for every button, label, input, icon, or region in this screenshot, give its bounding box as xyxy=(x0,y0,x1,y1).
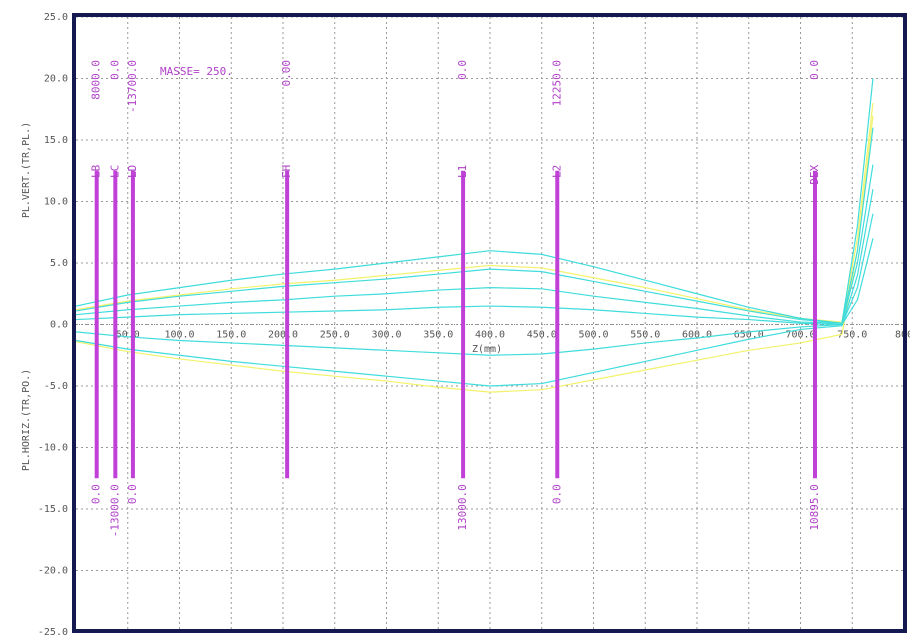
y-tick-label: 0.0 xyxy=(50,320,68,331)
x-tick-label: 50.0 xyxy=(116,330,140,341)
trajectory xyxy=(75,238,874,356)
element-name: L1 xyxy=(456,165,469,178)
element-name: LB xyxy=(90,164,103,178)
y-tick-label: -25.0 xyxy=(38,627,68,635)
element-value-bottom: -13000.0 xyxy=(108,484,121,537)
x-label: Z(mm) xyxy=(472,344,502,355)
y-tick-label: -20.0 xyxy=(38,566,68,577)
y-tick-label: 15.0 xyxy=(44,135,68,146)
element-name: DEX xyxy=(808,164,821,184)
y-tick-label: 20.0 xyxy=(44,74,68,85)
x-tick-label: 350.0 xyxy=(423,330,453,341)
trajectory xyxy=(75,189,874,387)
y-tick-label: 5.0 xyxy=(50,258,68,269)
y-tick-label: -15.0 xyxy=(38,504,68,515)
element-name: LC xyxy=(108,165,121,178)
y-tick-label: -10.0 xyxy=(38,443,68,454)
trajectory xyxy=(75,78,874,324)
x-tick-label: 100.0 xyxy=(164,330,194,341)
y-tick-label: -5.0 xyxy=(44,381,68,392)
trajectory xyxy=(75,164,874,324)
x-tick-label: 250.0 xyxy=(320,330,350,341)
y-tick-label: 10.0 xyxy=(44,197,68,208)
x-tick-label: 150.0 xyxy=(216,330,246,341)
x-tick-label: 400.0 xyxy=(475,330,505,341)
x-tick-label: 300.0 xyxy=(371,330,401,341)
x-tick-label: 500.0 xyxy=(578,330,608,341)
element-value-bottom: 0.0 xyxy=(550,484,563,504)
element-value-top: 8000.0 xyxy=(90,60,103,100)
element-value-bottom: 10895.0 xyxy=(808,484,821,530)
element-value-top: -13700.0 xyxy=(126,60,139,113)
y-label-bottom: PL.HORIZ.(TR,PO.) xyxy=(21,369,32,471)
x-tick-label: 200.0 xyxy=(268,330,298,341)
x-tick-label: 600.0 xyxy=(682,330,712,341)
element-name: FH xyxy=(280,165,293,178)
element-value-top: 0.0 xyxy=(808,60,821,80)
x-tick-label: 700.0 xyxy=(785,330,815,341)
element-value-top: 0.0 xyxy=(108,60,121,80)
trajectory xyxy=(75,213,874,326)
element-value-top: 0.00 xyxy=(280,60,293,87)
element-name: L2 xyxy=(550,165,563,178)
element-value-bottom: 13000.0 xyxy=(456,484,469,530)
y-tick-label: 25.0 xyxy=(44,12,68,23)
x-tick-label: 550.0 xyxy=(630,330,660,341)
element-name: LD xyxy=(126,165,139,178)
x-tick-label: 750.0 xyxy=(837,330,867,341)
x-tick-label: 650.0 xyxy=(734,330,764,341)
element-value-top: 0.0 xyxy=(456,60,469,80)
y-label-top: PL.VERT.(TR,PL.) xyxy=(21,122,32,218)
element-value-bottom: 0.0 xyxy=(90,484,103,504)
element-value-top: 12250.0 xyxy=(550,60,563,106)
x-tick-label: 450.0 xyxy=(527,330,557,341)
element-value-bottom: 0.0 xyxy=(126,484,139,504)
trajectory xyxy=(75,115,874,393)
plot-frame xyxy=(72,13,907,633)
trajectory xyxy=(75,127,874,324)
x-tick-label: 800 xyxy=(895,330,910,341)
annotation: MASSE= 250. xyxy=(160,65,233,78)
